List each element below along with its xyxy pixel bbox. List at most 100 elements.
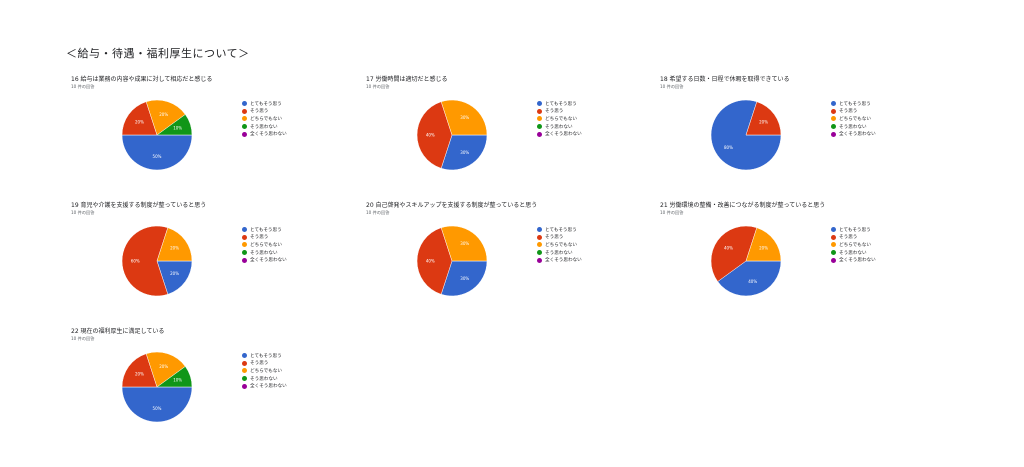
legend-swatch [242, 250, 247, 256]
legend-label: とてもそう思う [250, 227, 282, 233]
legend-label: 全くそう思わない [545, 258, 582, 264]
legend-swatch [831, 227, 836, 233]
pie-data-label: 40% [748, 279, 757, 284]
legend-swatch [242, 353, 247, 359]
chart-legend: とてもそう思う そう思う どちらでもない そう思わない 全くそう思わない [831, 226, 876, 264]
legend-item: どちらでもない [831, 241, 876, 249]
chart-title: 20 自己啓発やスキルアップを支援する制度が整っていると思う [366, 202, 538, 209]
chart-response-count: 10 件の回答 [71, 84, 95, 89]
legend-item: そう思う [537, 234, 582, 242]
legend-swatch [537, 250, 542, 256]
legend-swatch [537, 257, 542, 263]
chart-card-7: 22 現在の福利厚生に満足している 10 件の回答 50% 20% 20% 10% とてもそ… [66, 326, 356, 446]
legend-swatch [242, 101, 247, 107]
legend-swatch [831, 257, 836, 263]
pie-data-label: 50% [153, 154, 162, 159]
legend-swatch [242, 257, 247, 263]
pie-slice [156, 227, 193, 262]
legend-label: どちらでもない [545, 242, 578, 248]
legend-swatch [831, 116, 836, 122]
legend-label: そう思わない [250, 376, 278, 382]
legend-swatch [242, 227, 247, 233]
legend-label: 全くそう思わない [250, 132, 287, 138]
chart-legend: とてもそう思う そう思う どちらでもない そう思わない 全くそう思わない [537, 100, 582, 138]
pie-slice [416, 227, 453, 295]
legend-swatch [242, 116, 247, 122]
pie-data-label: 10% [173, 378, 182, 383]
legend-label: 全くそう思わない [250, 258, 287, 264]
legend-swatch [242, 376, 247, 382]
chart-card-2: 17 労働時間は適切だと感じる 10 件の回答 30% 40% 30% とてもそう思う そう… [361, 74, 651, 194]
pie-chart: 40% 40% 20% [710, 225, 782, 297]
legend-label: どちらでもない [250, 116, 283, 122]
legend-swatch [831, 242, 836, 248]
pie-chart: 50% 20% 20% 10% [121, 351, 193, 423]
legend-label: そう思う [250, 361, 269, 367]
legend-item: そう思わない [242, 375, 287, 383]
pie-slice [710, 225, 758, 282]
pie-slice [745, 101, 782, 136]
legend-label: そう思わない [839, 250, 867, 256]
pie-data-label: 10% [173, 126, 182, 131]
pie-data-label: 20% [759, 246, 768, 251]
pie-slice [440, 134, 488, 171]
legend-swatch [537, 234, 542, 240]
legend-item: そう思わない [242, 249, 287, 257]
legend-swatch [537, 108, 542, 114]
legend-label: 全くそう思わない [839, 132, 876, 138]
pie-data-label: 60% [131, 258, 140, 263]
legend-item: そう思う [831, 108, 876, 116]
legend-label: そう思う [839, 235, 858, 241]
chart-response-count: 10 件の回答 [71, 210, 95, 215]
legend-swatch [242, 242, 247, 248]
legend-swatch [831, 124, 836, 130]
legend-item: とてもそう思う [537, 226, 582, 234]
legend-item: とてもそう思う [242, 226, 287, 234]
chart-card-3: 18 希望する日数・日程で休暇を取得できている 10 件の回答 80% 20% とてもそ… [655, 74, 945, 194]
pie-slice [745, 227, 782, 262]
legend-swatch [242, 383, 247, 389]
pie-chart: 50% 20% 20% 10% [121, 99, 193, 171]
chart-legend: とてもそう思う そう思う どちらでもない そう思わない 全くそう思わない [242, 100, 287, 138]
chart-title: 16 給与は業務の内容や成果に対して相応だと感じる [71, 76, 213, 83]
legend-label: そう思わない [545, 250, 573, 256]
legend-label: どちらでもない [839, 116, 872, 122]
legend-item: そう思う [242, 360, 287, 368]
chart-card-4: 19 育児や介護を支援する制度が整っていると思う 10 件の回答 20% 60% 20%… [66, 200, 356, 320]
legend-label: そう思う [545, 235, 564, 241]
pie-slice [121, 225, 169, 297]
pie-data-label: 80% [724, 145, 733, 150]
pie-slice [710, 99, 782, 171]
pie-data-label: 20% [170, 271, 179, 276]
pie-slice [440, 225, 488, 262]
legend-label: 全くそう思わない [250, 384, 287, 390]
pie-data-label: 20% [135, 120, 144, 125]
chart-legend: とてもそう思う そう思う どちらでもない そう思わない 全くそう思わない [242, 352, 287, 390]
legend-item: そう思わない [537, 123, 582, 131]
pie-chart: 20% 60% 20% [121, 225, 193, 297]
pie-slice [121, 134, 193, 171]
pie-slice [440, 260, 488, 297]
legend-swatch [242, 234, 247, 240]
pie-slice [121, 386, 193, 423]
pie-slice [121, 353, 158, 388]
legend-label: どちらでもない [545, 116, 578, 122]
chart-legend: とてもそう思う そう思う どちらでもない そう思わない 全くそう思わない [242, 226, 287, 264]
legend-item: とてもそう思う [242, 100, 287, 108]
pie-slice [156, 366, 193, 388]
legend-label: とてもそう思う [839, 101, 871, 107]
legend-label: そう思わない [250, 250, 278, 256]
legend-swatch [537, 131, 542, 137]
chart-title: 19 育児や介護を支援する制度が整っていると思う [71, 202, 207, 209]
pie-data-label: 30% [460, 241, 469, 246]
pie-slice [440, 99, 488, 136]
legend-swatch [831, 101, 836, 107]
legend-label: 全くそう思わない [839, 258, 876, 264]
legend-item: そう思わない [831, 249, 876, 257]
pie-data-label: 30% [460, 115, 469, 120]
chart-title: 22 現在の福利厚生に満足している [71, 328, 165, 335]
legend-item: そう思わない [831, 123, 876, 131]
legend-label: どちらでもない [839, 242, 872, 248]
chart-legend: とてもそう思う そう思う どちらでもない そう思わない全くそう思わない [537, 226, 582, 264]
legend-label: そう思う [839, 109, 858, 115]
